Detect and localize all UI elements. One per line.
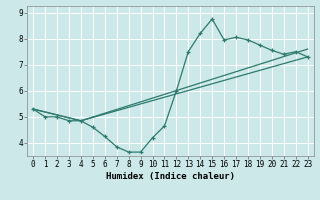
X-axis label: Humidex (Indice chaleur): Humidex (Indice chaleur) <box>106 172 235 181</box>
